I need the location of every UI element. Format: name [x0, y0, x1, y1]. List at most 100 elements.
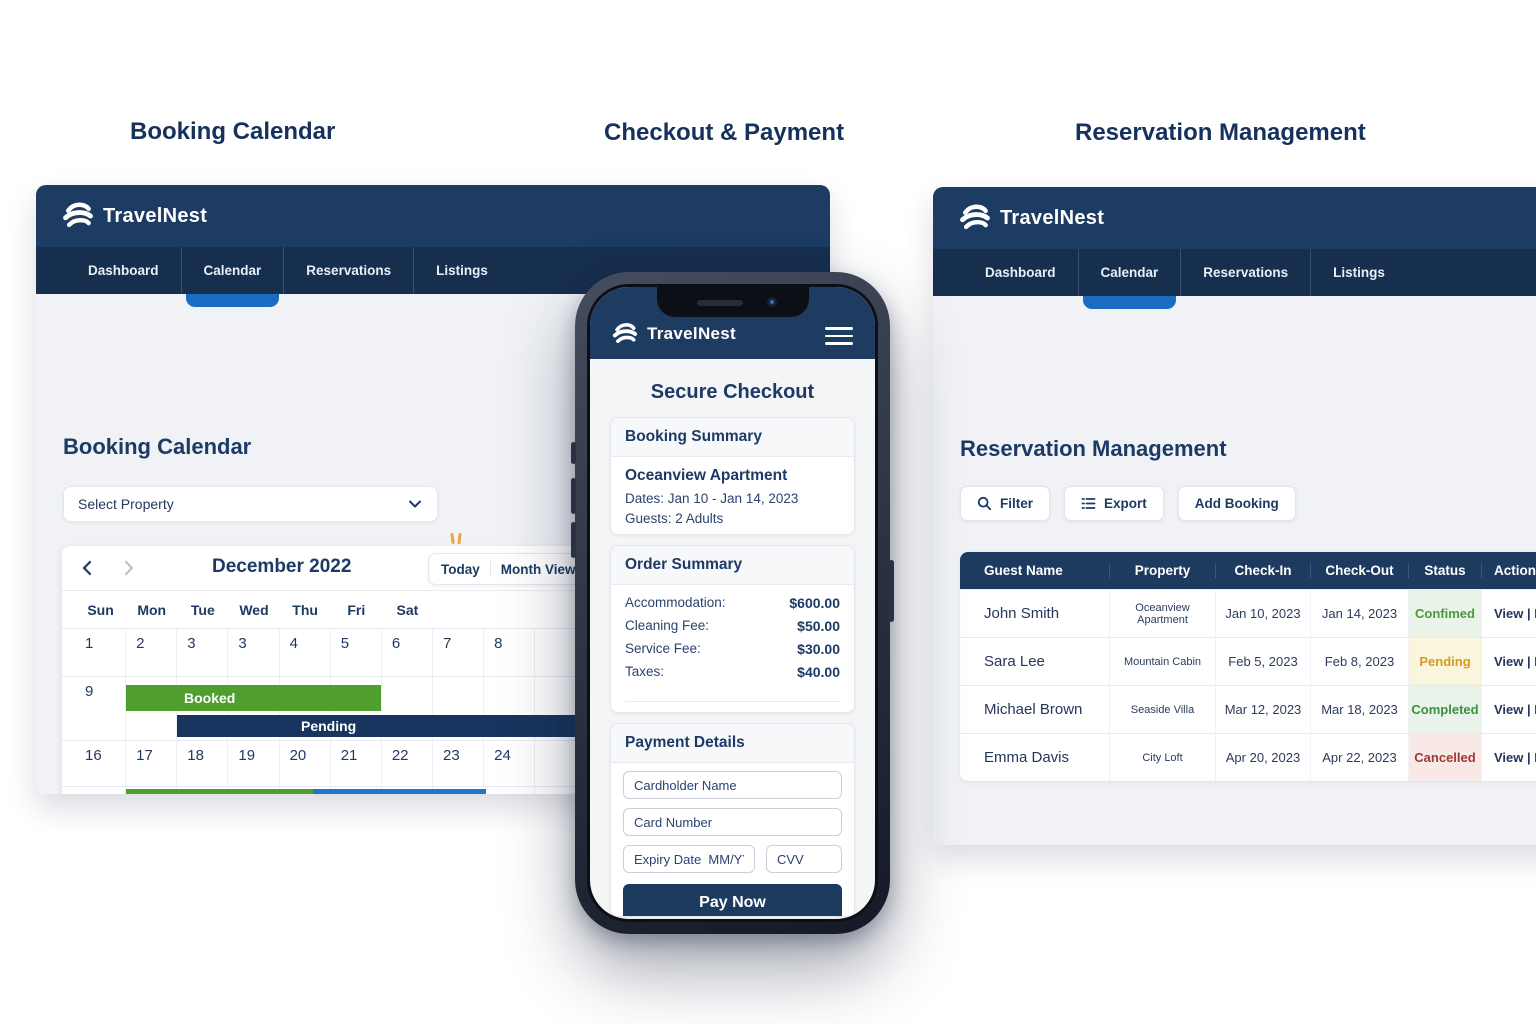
day-cell[interactable]: 18 — [177, 741, 229, 786]
booking-summary-card: Booking Summary Oceanview Apartment Date… — [610, 417, 855, 535]
day-cell[interactable]: 7 — [433, 629, 485, 676]
row-actions[interactable]: View | Edit — [1494, 654, 1536, 669]
checkout-title: Secure Checkout — [650, 381, 815, 403]
add-booking-button[interactable]: Add Booking — [1177, 486, 1296, 521]
day-cell[interactable] — [331, 677, 382, 740]
cardholder-name-input[interactable] — [623, 771, 842, 799]
day-cell[interactable] — [382, 677, 433, 740]
day-cell[interactable]: 3 — [228, 629, 280, 676]
section-title-reservation-management: Reservation Management — [1075, 119, 1366, 146]
prev-month-button[interactable] — [76, 556, 100, 580]
property-cell: Oceanview Apartment — [1110, 590, 1216, 637]
row-actions[interactable]: View | Edit — [1494, 702, 1536, 717]
filter-button[interactable]: Filter — [960, 486, 1051, 521]
day-number: 9 — [85, 683, 94, 700]
row-actions[interactable]: View | Edit — [1494, 606, 1536, 621]
day-cell[interactable] — [484, 787, 536, 794]
day-header: Tue — [190, 601, 215, 618]
day-number: 5 — [340, 635, 350, 652]
nav-item-calendar[interactable]: Calendar — [180, 247, 284, 307]
table-row[interactable]: Sara Lee Mountain Cabin Feb 5, 2023 Feb … — [960, 637, 1536, 685]
status-badge: Completed — [1409, 686, 1482, 733]
day-header: Sat — [396, 601, 419, 618]
table-header-row: Guest Name Property Check-In Check-Out S… — [960, 552, 1536, 589]
column-header-check-in: Check-In — [1216, 563, 1311, 578]
day-cell[interactable]: 5 — [331, 629, 382, 676]
pending-event-bar[interactable]: Pending — [177, 715, 605, 737]
column-header-actions: Actions — [1494, 563, 1536, 578]
day-cell[interactable]: 21 — [331, 741, 382, 786]
day-number: 6 — [391, 635, 401, 652]
day-cell[interactable]: 9 — [75, 677, 127, 740]
table-row[interactable]: Emma Davis City Loft Apr 20, 2023 Apr 22… — [960, 733, 1536, 781]
booking-dates: Dates: Jan 10 - Jan 14, 2023 — [625, 491, 799, 506]
nav-item-reservations[interactable]: Reservations — [283, 247, 413, 294]
day-cell[interactable]: 19 — [228, 741, 280, 786]
calendar-month-label: December 2022 — [212, 556, 352, 577]
payment-details-heading: Payment Details — [611, 724, 854, 763]
pay-now-button[interactable]: Pay Now — [623, 884, 842, 916]
guest-name-cell: John Smith — [960, 590, 1110, 637]
day-cell[interactable]: 1 — [75, 629, 127, 676]
day-cell[interactable]: 23 — [75, 787, 127, 794]
phone-volume-up-button — [571, 478, 576, 514]
cvv-input[interactable] — [766, 845, 842, 873]
column-header-guest-name: Guest Name — [960, 563, 1110, 578]
nav-item-calendar[interactable]: Calendar — [1077, 249, 1181, 309]
brand-name: TravelNest — [647, 324, 736, 343]
brand-name: TravelNest — [1000, 206, 1105, 229]
next-month-button[interactable] — [116, 556, 140, 580]
pending-event-bar[interactable]: Pending — [313, 789, 486, 794]
property-select[interactable]: Select Property — [63, 486, 438, 522]
day-cell[interactable]: 16 — [75, 741, 127, 786]
active-tab-indicator — [1082, 296, 1177, 309]
day-cell[interactable]: 4 — [280, 629, 331, 676]
day-number: 18 — [187, 747, 204, 764]
month-view-button[interactable]: Month View — [500, 561, 576, 577]
today-button[interactable]: Today — [441, 561, 480, 577]
day-cell[interactable]: 23 — [433, 741, 485, 786]
day-cell[interactable]: 8 — [484, 629, 536, 676]
table-row[interactable]: John Smith Oceanview Apartment Jan 10, 2… — [960, 589, 1536, 637]
order-line-accommodation: Accommodation: $600.00 — [625, 595, 840, 611]
day-cell[interactable]: 22 — [382, 741, 433, 786]
main-nav: Dashboard Calendar Reservations Listings — [933, 249, 1536, 309]
check-out-cell: Feb 8, 2023 — [1311, 638, 1409, 685]
order-line-service-fee: Service Fee: $30.00 — [625, 641, 840, 657]
booked-event-bar[interactable] — [126, 789, 313, 794]
card-number-input[interactable] — [623, 808, 842, 836]
nav-item-dashboard[interactable]: Dashboard — [985, 265, 1056, 280]
nav-item-reservations[interactable]: Reservations — [1180, 249, 1310, 296]
day-cell[interactable]: 3 — [177, 629, 229, 676]
day-header: Thu — [292, 601, 318, 618]
day-cell[interactable]: 20 — [280, 741, 331, 786]
nav-item-dashboard[interactable]: Dashboard — [88, 263, 159, 278]
nav-item-calendar-label: Calendar — [203, 263, 262, 278]
export-button[interactable]: Export — [1064, 486, 1164, 521]
day-cell[interactable] — [484, 677, 536, 740]
day-number: 16 — [85, 747, 102, 764]
table-row[interactable]: Michael Brown Seaside Villa Mar 12, 2023… — [960, 685, 1536, 733]
order-total-row: Total: $720.00 — [625, 701, 840, 712]
order-line-taxes: Taxes: $40.00 — [625, 664, 840, 680]
nav-item-listings[interactable]: Listings — [413, 247, 510, 294]
day-number: 20 — [289, 747, 307, 764]
travelnest-logo: TravelNest — [959, 202, 1104, 234]
row-actions[interactable]: View | Edit — [1494, 750, 1536, 765]
day-cell[interactable]: 17 — [126, 741, 178, 786]
order-line-value: $600.00 — [789, 595, 840, 611]
day-cell[interactable]: 24 — [484, 741, 536, 786]
list-icon — [1081, 498, 1096, 509]
booked-event-bar[interactable]: Booked — [126, 685, 381, 711]
day-cell[interactable]: 2 — [126, 629, 178, 676]
menu-icon[interactable] — [825, 327, 853, 350]
expiry-date-input[interactable] — [623, 845, 755, 873]
active-tab-indicator — [185, 294, 280, 307]
day-cell[interactable]: 6 — [382, 629, 433, 676]
status-badge: Pending — [1409, 638, 1482, 685]
day-cell[interactable] — [433, 677, 485, 740]
booking-summary-heading: Booking Summary — [611, 418, 854, 457]
nav-item-listings[interactable]: Listings — [1310, 249, 1407, 296]
day-number: 1 — [85, 635, 94, 652]
day-number: 23 — [85, 793, 102, 794]
